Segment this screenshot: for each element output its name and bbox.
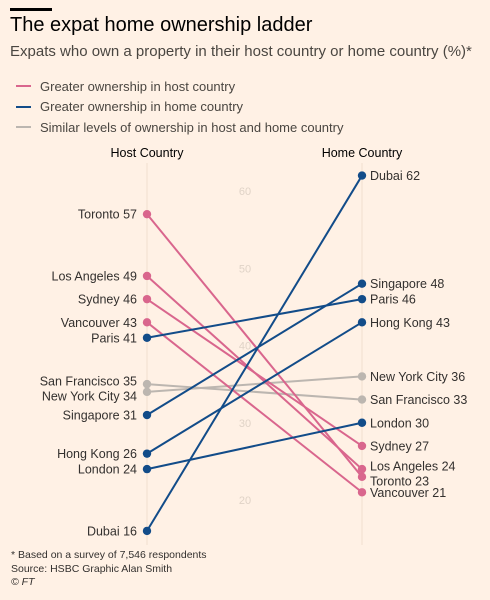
home-label-new-york-city: New York City 36 bbox=[370, 370, 465, 384]
home-point-sydney bbox=[357, 441, 367, 451]
home-point-los-angeles bbox=[357, 464, 367, 474]
host-label-paris: Paris 41 bbox=[91, 331, 137, 345]
host-label-los-angeles: Los Angeles 49 bbox=[52, 269, 138, 283]
y-tick-label-40: 40 bbox=[239, 341, 251, 353]
home-label-dubai: Dubai 62 bbox=[370, 169, 420, 183]
home-point-new-york-city bbox=[357, 372, 367, 381]
host-point-sydney bbox=[142, 294, 152, 304]
slope-line-london bbox=[146, 421, 363, 471]
slope-line-dubai bbox=[146, 175, 363, 532]
home-point-london bbox=[357, 418, 367, 427]
host-label-toronto: Toronto 57 bbox=[78, 208, 137, 222]
host-point-toronto bbox=[142, 209, 152, 219]
slope-line-sydney bbox=[146, 298, 363, 447]
y-tick-label-30: 30 bbox=[239, 418, 251, 430]
home-point-dubai bbox=[357, 171, 367, 180]
host-label-hong-kong: Hong Kong 26 bbox=[57, 447, 137, 461]
source-line: Source: HSBC Graphic Alan Smith bbox=[11, 562, 173, 575]
slope-line-san-francisco bbox=[146, 383, 363, 401]
chart-subtitle: Expats who own a property in their host … bbox=[10, 43, 472, 60]
host-point-new-york-city bbox=[142, 387, 152, 397]
host-label-singapore: Singapore 31 bbox=[63, 409, 137, 423]
host-point-singapore bbox=[142, 410, 152, 420]
host-point-vancouver bbox=[142, 318, 152, 327]
home-point-san-francisco bbox=[357, 395, 367, 404]
host-point-san-francisco bbox=[142, 379, 152, 389]
host-column-header: Host Country bbox=[111, 146, 185, 160]
home-label-hong-kong: Hong Kong 43 bbox=[370, 316, 450, 330]
slope-line-vancouver bbox=[146, 321, 363, 494]
slope-line-toronto bbox=[146, 213, 363, 478]
host-label-new-york-city: New York City 34 bbox=[42, 389, 137, 403]
host-point-hong-kong bbox=[142, 449, 152, 458]
home-label-singapore: Singapore 48 bbox=[370, 277, 444, 291]
home-point-hong-kong bbox=[357, 318, 367, 327]
brand-bar bbox=[10, 8, 52, 11]
home-point-toronto bbox=[357, 472, 367, 482]
legend-label-similar: Similar levels of ownership in host and … bbox=[40, 119, 344, 135]
slope-line-hong-kong bbox=[146, 321, 363, 455]
chart-title: The expat home ownership ladder bbox=[10, 14, 313, 36]
host-label-london: London 24 bbox=[78, 463, 137, 477]
host-point-paris bbox=[142, 333, 152, 342]
legend-swatch-similar bbox=[16, 126, 31, 129]
host-point-dubai bbox=[142, 526, 152, 536]
footer: * Based on a survey of 7,546 respondents… bbox=[11, 549, 207, 590]
home-label-los-angeles: Los Angeles 24 bbox=[370, 460, 456, 474]
home-label-vancouver: Vancouver 21 bbox=[370, 486, 446, 500]
legend-item-home: Greater ownership in home country bbox=[16, 97, 343, 118]
host-label-san-francisco: San Francisco 35 bbox=[40, 375, 137, 389]
legend-label-host: Greater ownership in host country bbox=[40, 78, 236, 94]
home-point-paris bbox=[357, 294, 367, 304]
host-point-los-angeles bbox=[142, 271, 152, 281]
home-label-toronto: Toronto 23 bbox=[370, 474, 429, 488]
host-label-vancouver: Vancouver 43 bbox=[61, 316, 137, 330]
footnote: * Based on a survey of 7,546 respondents bbox=[11, 549, 207, 561]
home-point-singapore bbox=[357, 279, 367, 288]
host-label-sydney: Sydney 46 bbox=[78, 293, 137, 307]
host-label-dubai: Dubai 16 bbox=[87, 524, 137, 538]
legend-swatch-home bbox=[16, 105, 31, 108]
home-label-san-francisco: San Francisco 33 bbox=[370, 393, 467, 407]
legend: Greater ownership in host country Greate… bbox=[16, 76, 343, 138]
legend-swatch-host bbox=[16, 85, 31, 88]
y-tick-label-20: 20 bbox=[239, 495, 251, 507]
y-tick-label-50: 50 bbox=[239, 263, 251, 275]
legend-item-host: Greater ownership in host country bbox=[16, 76, 343, 97]
home-column-header: Home Country bbox=[322, 146, 403, 160]
host-point-london bbox=[142, 464, 152, 474]
y-tick-label-60: 60 bbox=[239, 186, 251, 198]
home-label-london: London 30 bbox=[370, 416, 429, 430]
slope-line-new-york-city bbox=[146, 375, 363, 393]
home-label-paris: Paris 46 bbox=[370, 293, 416, 307]
credit-line: © FT bbox=[11, 576, 35, 588]
home-point-vancouver bbox=[357, 488, 367, 497]
legend-item-similar: Similar levels of ownership in host and … bbox=[16, 117, 343, 138]
legend-label-home: Greater ownership in home country bbox=[40, 99, 244, 115]
slope-line-singapore bbox=[146, 282, 363, 416]
home-label-sydney: Sydney 27 bbox=[370, 439, 429, 453]
